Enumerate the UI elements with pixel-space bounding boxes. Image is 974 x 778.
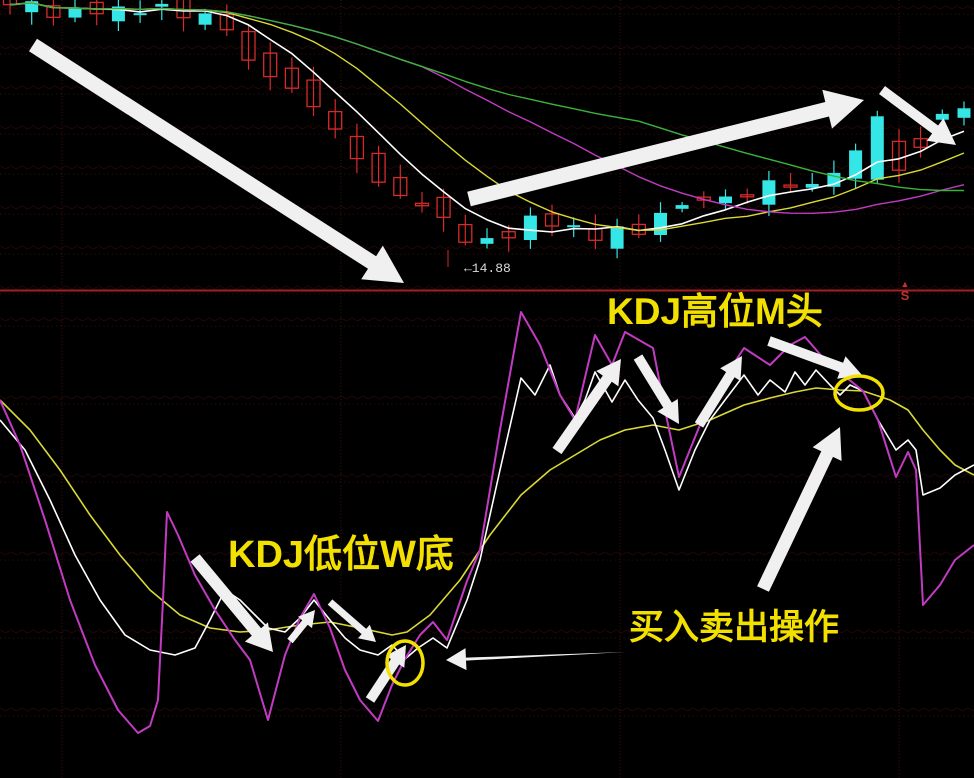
svg-text:KDJ低位W底: KDJ低位W底: [228, 534, 454, 576]
svg-text:KDJ高位M头: KDJ高位M头: [607, 291, 823, 332]
svg-text:←14.88: ←14.88: [464, 261, 511, 276]
svg-text:买入卖出操作: 买入卖出操作: [629, 608, 839, 647]
svg-text:S: S: [901, 288, 910, 303]
